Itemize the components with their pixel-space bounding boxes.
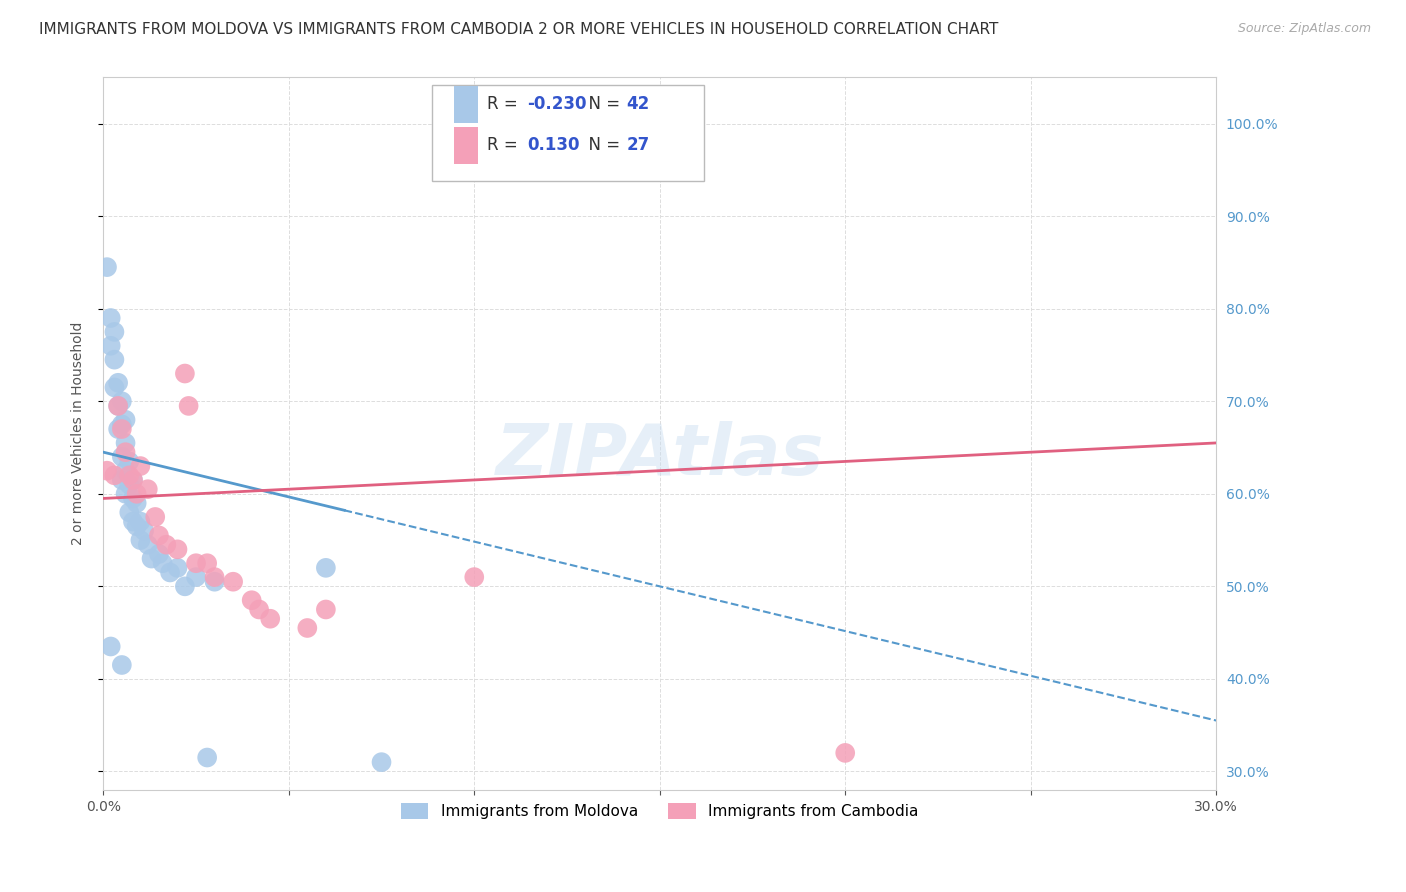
Text: -0.230: -0.230 [527,95,586,113]
Point [122,491,145,506]
Point [155,538,177,552]
Point [96,260,118,274]
Point [143,510,166,524]
Text: ZIPAtlas: ZIPAtlas [495,420,824,490]
Point [204,574,226,589]
Point [118,454,141,468]
Point [136,482,159,496]
Point [111,450,134,464]
Point [184,570,207,584]
Text: R =: R = [488,95,523,113]
Point [834,746,856,760]
Point [111,473,134,487]
FancyBboxPatch shape [454,127,478,164]
Point [103,380,125,394]
Point [125,496,148,510]
Point [132,524,155,538]
Point [148,547,170,561]
Point [111,422,134,436]
Point [315,561,337,575]
Point [118,468,141,483]
Point [247,602,270,616]
Point [463,570,485,584]
Legend: Immigrants from Moldova, Immigrants from Cambodia: Immigrants from Moldova, Immigrants from… [395,797,925,825]
Y-axis label: 2 or more Vehicles in Household: 2 or more Vehicles in Household [72,322,86,545]
Point [122,473,145,487]
Point [129,533,152,547]
Point [103,325,125,339]
Point [166,561,188,575]
Point [114,464,136,478]
Point [174,579,197,593]
Point [177,399,200,413]
Point [204,570,226,584]
Point [315,602,337,616]
Point [184,556,207,570]
FancyBboxPatch shape [432,85,704,181]
Point [259,612,281,626]
Point [297,621,319,635]
FancyBboxPatch shape [454,86,478,123]
Point [114,436,136,450]
Point [107,399,129,413]
Point [195,556,218,570]
Point [240,593,263,607]
Point [114,413,136,427]
Point [100,339,122,353]
Point [111,658,134,673]
Point [111,417,134,432]
Point [370,755,392,769]
Point [136,538,159,552]
Point [100,640,122,654]
Point [103,468,125,483]
Text: 27: 27 [626,136,650,154]
Point [129,515,152,529]
Point [129,458,152,473]
Point [107,399,129,413]
Text: R =: R = [488,136,529,154]
Point [111,394,134,409]
Point [148,528,170,542]
Point [118,505,141,519]
Point [152,556,174,570]
Text: IMMIGRANTS FROM MOLDOVA VS IMMIGRANTS FROM CAMBODIA 2 OR MORE VEHICLES IN HOUSEH: IMMIGRANTS FROM MOLDOVA VS IMMIGRANTS FR… [39,22,998,37]
Point [166,542,188,557]
Point [107,376,129,390]
Point [114,445,136,459]
Text: N =: N = [578,95,626,113]
Point [125,487,148,501]
Point [103,352,125,367]
Point [159,566,181,580]
Point [100,311,122,326]
Text: Source: ZipAtlas.com: Source: ZipAtlas.com [1237,22,1371,36]
Point [141,551,163,566]
Text: 0.130: 0.130 [527,136,579,154]
Text: 42: 42 [626,95,650,113]
Point [174,367,197,381]
Text: N =: N = [578,136,626,154]
Point [107,422,129,436]
Point [125,519,148,533]
Point [222,574,245,589]
Point [118,477,141,491]
Point [96,464,118,478]
Point [122,515,145,529]
Point [122,473,145,487]
Point [114,487,136,501]
Point [195,750,218,764]
